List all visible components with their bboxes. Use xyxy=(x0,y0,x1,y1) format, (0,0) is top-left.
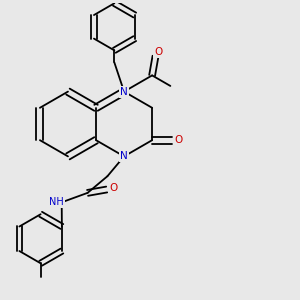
Text: N: N xyxy=(120,87,128,97)
Text: NH: NH xyxy=(50,197,64,207)
Text: O: O xyxy=(110,182,118,193)
Text: O: O xyxy=(175,135,183,145)
Text: O: O xyxy=(154,47,163,57)
Text: N: N xyxy=(120,152,128,161)
